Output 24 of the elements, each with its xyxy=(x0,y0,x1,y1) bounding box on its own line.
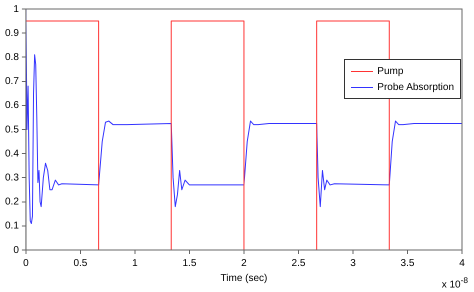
text: x 10$^{-8}$ xyxy=(442,274,468,290)
y-tick-label: 0.9 xyxy=(4,28,20,39)
x-tick-label: 2 xyxy=(241,258,248,269)
y-tick-label: 0 xyxy=(13,244,20,256)
x-tick-label: 3.5 xyxy=(400,258,415,269)
x-axis-title: Time (sec) xyxy=(220,272,268,284)
legend-label: Probe Absorption xyxy=(377,82,454,92)
y-tick-label: 0.8 xyxy=(4,52,20,63)
x-tick-label: 3 xyxy=(350,258,356,269)
x-tick-label: 0 xyxy=(23,258,30,269)
x-tick-label: 1.5 xyxy=(182,258,197,269)
x-tick-label: 0.5 xyxy=(73,258,88,269)
y-tick-label: 0.6 xyxy=(4,100,20,112)
y-tick-label: 0.3 xyxy=(4,172,20,184)
y-tick-label: 0.2 xyxy=(4,196,20,208)
y-tick-label: 0.7 xyxy=(4,76,20,88)
x-tick-label: 1 xyxy=(132,258,138,269)
y-tick-label: 0.1 xyxy=(4,220,20,232)
x-tick-label: 4 xyxy=(459,258,466,269)
y-tick-label: 0.4 xyxy=(4,148,20,160)
legend-label: Pump xyxy=(377,66,404,76)
x-tick-label: 2.5 xyxy=(292,258,306,269)
y-tick-label: 1 xyxy=(13,4,20,15)
y-tick-label: 0.5 xyxy=(4,124,20,136)
